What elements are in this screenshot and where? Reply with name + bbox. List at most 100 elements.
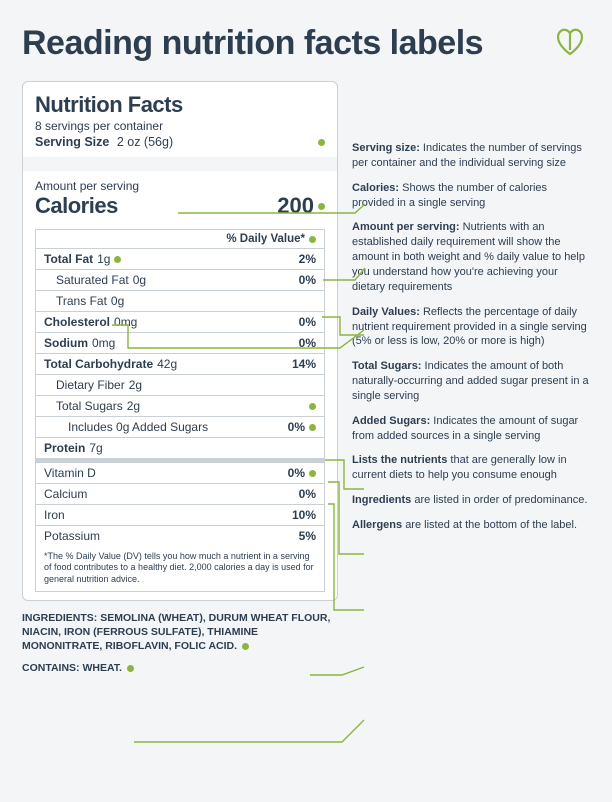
connector-dot-icon — [318, 139, 325, 146]
nutrient-pct: 5% — [299, 529, 316, 543]
nutrient-amount: 2g — [129, 378, 142, 392]
nutrient-pct: 2% — [299, 252, 316, 266]
nutrient-pct: 0% — [299, 273, 316, 287]
annotation-title: Ingredients — [352, 494, 414, 506]
nutrient-pct: 10% — [292, 508, 316, 522]
contains-label: CONTAINS: — [22, 662, 80, 674]
nutrient-row: Dietary Fiber 2g — [36, 375, 324, 396]
connector-dot-icon — [114, 256, 121, 263]
nutrient-amount: 1g — [97, 252, 110, 266]
nutrient-amount: 42g — [157, 357, 177, 371]
section-separator — [23, 157, 337, 171]
contains-text: WHEAT. — [82, 662, 121, 674]
calories-value: 200 — [277, 193, 314, 219]
nutrient-row: Potassium 5% — [36, 526, 324, 546]
annotation: Amount per serving: Nutrients with an es… — [352, 220, 590, 294]
nutrient-name: Dietary Fiber — [56, 378, 125, 392]
serving-size-label: Serving Size — [35, 135, 109, 149]
annotation-title: Serving size: — [352, 142, 423, 154]
nutrient-row: Iron 10% — [36, 505, 324, 526]
nutrient-row: Sodium 0mg0% — [36, 333, 324, 354]
nutrient-row: Trans Fat 0g — [36, 291, 324, 312]
dv-footnote: *The % Daily Value (DV) tells you how mu… — [36, 546, 324, 591]
nutrient-amount: 2g — [127, 399, 140, 413]
nutrient-row: Cholesterol 0mg 0% — [36, 312, 324, 333]
annotation-title: Allergens — [352, 519, 405, 531]
nutrient-pct: 0% — [288, 420, 305, 434]
nutrient-amount: 0mg — [114, 315, 137, 329]
connector-dot-icon — [242, 643, 249, 650]
nutrient-pct: 14% — [292, 357, 316, 371]
leaf-logo-icon — [554, 26, 586, 58]
nutrient-name: Sodium — [44, 336, 88, 350]
nutrient-row: Calcium 0% — [36, 484, 324, 505]
connector-dot-icon — [309, 236, 316, 243]
calories-row: Calories 200 — [35, 193, 325, 219]
nutrient-name: Total Fat — [44, 252, 93, 266]
nf-heading: Nutrition Facts — [35, 92, 325, 118]
amount-per-serving-label: Amount per serving — [35, 179, 325, 193]
annotation: Ingredients are listed in order of predo… — [352, 493, 590, 508]
annotation-title: Added Sugars: — [352, 415, 433, 427]
annotations-column: Serving size: Indicates the number of se… — [352, 81, 590, 675]
nutrient-table: % Daily Value* Total Fat 1g 2% Saturated F… — [35, 229, 325, 592]
nutrient-row: Vitamin D 0% — [36, 459, 324, 484]
connector-dot-icon — [309, 403, 316, 410]
nutrition-panel: Nutrition Facts 8 servings per container… — [22, 81, 338, 601]
annotation: Daily Values: Reflects the percentage of… — [352, 305, 590, 350]
nutrient-row: Total Fat 1g 2% — [36, 249, 324, 270]
nf-serving-size-row: Serving Size 2 oz (56g) — [35, 135, 325, 149]
nutrient-row: Total Carbohydrate 42g 14% — [36, 354, 324, 375]
annotation-title: Calories: — [352, 182, 402, 194]
ingredients-label: INGREDIENTS: — [22, 612, 97, 624]
annotation: Allergens are listed at the bottom of th… — [352, 518, 590, 533]
nutrient-name: Saturated Fat — [56, 273, 129, 287]
nutrient-name: Protein — [44, 441, 85, 455]
nutrient-pct: 0% — [299, 315, 316, 329]
nutrient-pct: 0% — [299, 336, 316, 350]
nutrient-name: Cholesterol — [44, 315, 110, 329]
serving-size-value: 2 oz (56g) — [117, 135, 173, 149]
nutrient-name: Iron — [44, 508, 65, 522]
connector-dot-icon — [318, 203, 325, 210]
nutrient-name: Total Sugars — [56, 399, 123, 413]
nutrient-row: Total Sugars 2g — [36, 396, 324, 417]
nutrient-name: Total Carbohydrate — [44, 357, 153, 371]
annotation-title: Amount per serving: — [352, 221, 463, 233]
connector-dot-icon — [309, 424, 316, 431]
connector-dot-icon — [127, 665, 134, 672]
nutrient-row: Saturated Fat 0g 0% — [36, 270, 324, 291]
page: Reading nutrition facts labels Nutrition… — [0, 0, 612, 676]
ingredients-block: INGREDIENTS: SEMOLINA (WHEAT), DURUM WHE… — [22, 611, 338, 654]
nutrient-row: Protein 7g — [36, 438, 324, 459]
connector-dot-icon — [309, 470, 316, 477]
nutrient-name: Potassium — [44, 529, 100, 543]
annotation: Total Sugars: Indicates the amount of bo… — [352, 359, 590, 404]
annotation-title: Daily Values: — [352, 306, 423, 318]
annotation-title: Lists the nutrients — [352, 454, 450, 466]
nutrient-name: Includes 0g Added Sugars — [68, 420, 208, 434]
nutrient-pct: 0% — [288, 466, 305, 480]
page-title: Reading nutrition facts labels — [22, 24, 590, 63]
nutrient-amount: 0g — [111, 294, 124, 308]
dv-header-row: % Daily Value* — [36, 230, 324, 249]
nutrient-amount: 0g — [133, 273, 146, 287]
nutrient-name: Vitamin D — [44, 466, 96, 480]
nutrient-name: Trans Fat — [56, 294, 107, 308]
nutrient-name: Calcium — [44, 487, 87, 501]
nutrient-pct: 0% — [299, 487, 316, 501]
dv-header: % Daily Value* — [226, 233, 305, 245]
calories-label: Calories — [35, 193, 118, 219]
annotation: Added Sugars: Indicates the amount of su… — [352, 414, 590, 444]
nutrient-row: Includes 0g Added Sugars 0% — [36, 417, 324, 438]
nf-servings: 8 servings per container — [35, 119, 325, 133]
contains-block: CONTAINS: WHEAT. — [22, 661, 338, 675]
annotation-title: Total Sugars: — [352, 360, 425, 372]
content-row: Nutrition Facts 8 servings per container… — [22, 81, 590, 675]
annotation-text: are listed at the bottom of the label. — [405, 519, 577, 531]
annotation-text: are listed in order of predominance. — [414, 494, 587, 506]
annotation: Serving size: Indicates the number of se… — [352, 141, 590, 171]
nutrient-amount: 7g — [89, 441, 102, 455]
annotation: Lists the nutrients that are generally l… — [352, 453, 590, 483]
nutrition-label-column: Nutrition Facts 8 servings per container… — [22, 81, 338, 675]
